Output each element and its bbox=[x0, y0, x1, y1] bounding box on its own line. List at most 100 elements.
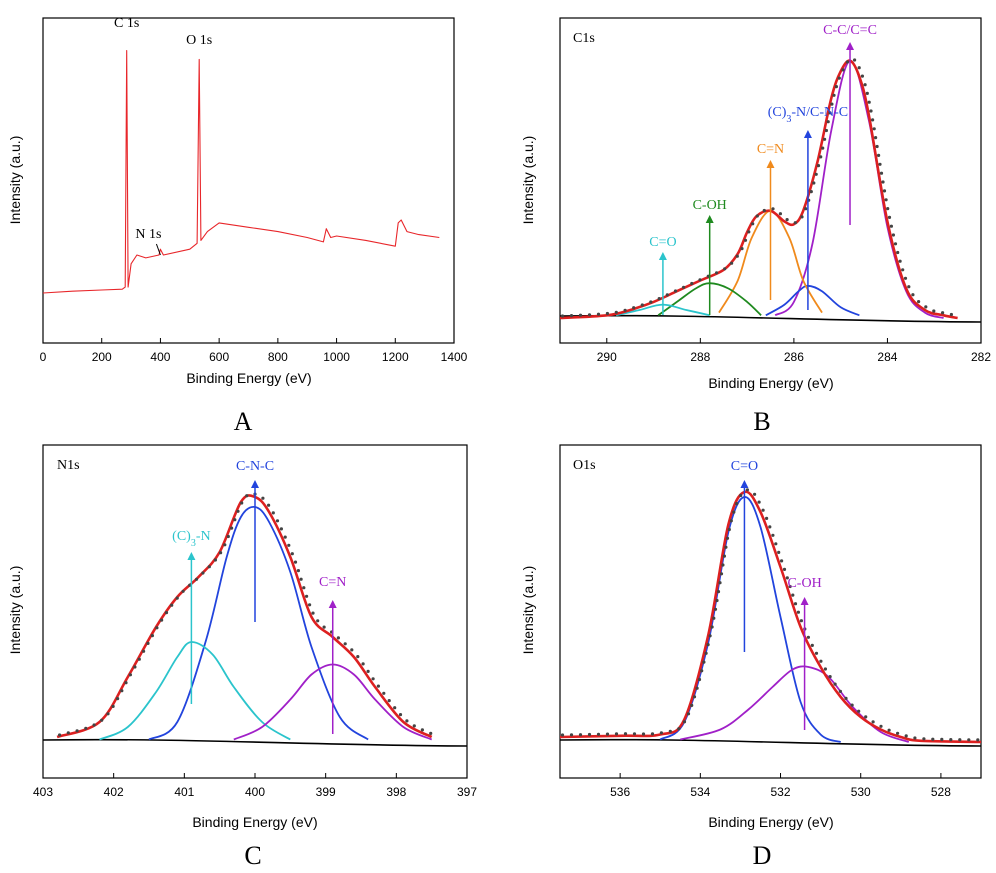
panel-b-tick-label: 290 bbox=[597, 350, 617, 364]
raw-data-point bbox=[729, 519, 733, 523]
raw-data-point bbox=[704, 651, 708, 655]
panel-a-series-survey bbox=[42, 50, 440, 294]
raw-data-point bbox=[605, 732, 610, 736]
raw-data-point bbox=[755, 214, 759, 218]
panel-b-arrow-head bbox=[658, 252, 667, 260]
raw-data-point bbox=[896, 250, 900, 255]
raw-data-point bbox=[560, 314, 565, 318]
raw-data-point bbox=[774, 542, 778, 546]
raw-data-point bbox=[814, 172, 818, 176]
raw-data-point bbox=[287, 543, 291, 547]
raw-data-point bbox=[751, 222, 755, 226]
raw-data-point bbox=[814, 651, 819, 655]
panel-b-tick-label: 282 bbox=[971, 350, 991, 364]
raw-data-point bbox=[725, 536, 730, 540]
raw-data-point bbox=[768, 525, 772, 529]
panel-d-raw-data-points bbox=[560, 488, 980, 742]
raw-data-point bbox=[907, 285, 911, 289]
raw-data-point bbox=[853, 58, 857, 62]
raw-data-point bbox=[949, 738, 953, 742]
panel-c-tick-label: 403 bbox=[33, 785, 53, 799]
panel-d-o1s-spectrum: O1s Binding Energy (eV) Intensity (a.u.)… bbox=[520, 444, 982, 870]
raw-data-point bbox=[715, 598, 719, 603]
raw-data-point bbox=[412, 724, 416, 728]
raw-data-point bbox=[623, 732, 628, 736]
panel-a-tick-label: 600 bbox=[209, 350, 229, 364]
raw-data-point bbox=[730, 261, 734, 265]
panel-c-arrow-head bbox=[187, 552, 196, 560]
panel-a-peak-label: O 1s bbox=[186, 33, 212, 48]
raw-data-point bbox=[724, 545, 728, 549]
panel-d-x-ticks: 536 534 532 530 528 bbox=[610, 773, 951, 799]
panel-d-tick-label: 534 bbox=[690, 785, 710, 799]
panel-a-curves bbox=[42, 50, 440, 294]
raw-data-point bbox=[931, 737, 935, 741]
raw-data-point bbox=[275, 519, 280, 523]
raw-data-point bbox=[650, 732, 655, 736]
panel-b-peak-label: (C)3-N/C-N-C bbox=[768, 105, 848, 125]
raw-data-point bbox=[824, 128, 829, 133]
raw-data-point bbox=[889, 224, 894, 228]
panel-d-background-baseline bbox=[559, 738, 982, 747]
panel-d-series-c-o bbox=[659, 496, 841, 743]
panel-a-survey-spectrum: Binding Energy (eV) Intensity (a.u.) A 0… bbox=[7, 16, 468, 436]
panel-d-tick-label: 528 bbox=[931, 785, 951, 799]
panel-b-peak-label: C=N bbox=[757, 142, 784, 157]
raw-data-point bbox=[605, 311, 610, 316]
raw-data-point bbox=[904, 734, 908, 738]
raw-data-point bbox=[695, 686, 699, 690]
panel-b-x-ticks: 290 288 286 284 282 bbox=[597, 338, 991, 364]
raw-data-point bbox=[727, 527, 731, 532]
raw-data-point bbox=[735, 254, 739, 258]
panel-a-tick-label: 200 bbox=[92, 350, 112, 364]
raw-data-point bbox=[194, 577, 199, 581]
raw-data-point bbox=[911, 293, 915, 297]
raw-data-point bbox=[761, 508, 765, 512]
raw-data-point bbox=[240, 501, 244, 505]
panel-a-x-axis-title: Binding Energy (eV) bbox=[186, 370, 311, 386]
raw-data-point bbox=[560, 733, 565, 737]
raw-data-point bbox=[762, 208, 766, 213]
raw-data-point bbox=[732, 510, 736, 514]
raw-data-point bbox=[753, 492, 757, 496]
panel-c-raw-data-points bbox=[58, 492, 433, 737]
raw-data-point bbox=[290, 552, 294, 556]
panel-b-title: C1s bbox=[573, 31, 595, 46]
panel-b-peak-label: C-C/C=C bbox=[823, 23, 877, 38]
raw-data-point bbox=[393, 706, 397, 710]
panel-d-tick-label: 530 bbox=[851, 785, 871, 799]
raw-data-point bbox=[686, 712, 691, 716]
raw-data-point bbox=[100, 718, 104, 722]
raw-data-point bbox=[806, 635, 811, 639]
raw-data-point bbox=[296, 569, 300, 573]
raw-data-point bbox=[587, 732, 592, 737]
panel-b-arrow-head bbox=[766, 160, 775, 168]
raw-data-point bbox=[875, 144, 879, 149]
raw-data-point bbox=[941, 311, 945, 315]
raw-data-point bbox=[213, 558, 217, 562]
raw-data-point bbox=[708, 634, 712, 638]
panel-c-tick-label: 397 bbox=[457, 785, 477, 799]
raw-data-point bbox=[66, 731, 70, 735]
raw-data-point bbox=[715, 271, 719, 275]
panel-b-letter: B bbox=[753, 407, 770, 436]
raw-data-point bbox=[706, 643, 710, 647]
raw-data-point bbox=[882, 189, 887, 193]
raw-data-point bbox=[871, 118, 875, 122]
raw-data-point bbox=[743, 238, 748, 242]
raw-data-point bbox=[164, 611, 169, 615]
raw-data-point bbox=[844, 696, 848, 701]
raw-data-point bbox=[826, 120, 830, 124]
raw-data-point bbox=[682, 720, 687, 724]
panel-c-peak-label: (C)3-N bbox=[172, 529, 210, 549]
raw-data-point bbox=[710, 625, 714, 629]
panel-a-frame bbox=[42, 17, 455, 344]
raw-data-point bbox=[366, 669, 370, 674]
panel-b-arrow-head bbox=[705, 215, 714, 223]
raw-data-point bbox=[828, 675, 832, 679]
raw-data-point bbox=[949, 312, 954, 317]
raw-data-point bbox=[283, 535, 287, 539]
raw-data-point bbox=[702, 660, 706, 664]
raw-data-point bbox=[765, 516, 769, 521]
raw-data-point bbox=[116, 697, 120, 701]
